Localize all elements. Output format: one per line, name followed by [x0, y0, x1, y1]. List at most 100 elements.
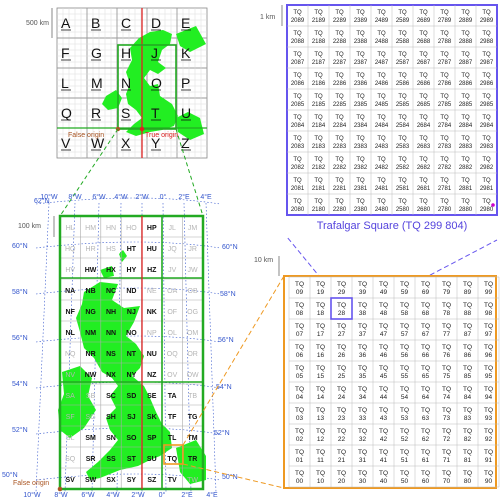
grid-square-HX: HX: [106, 267, 116, 274]
orange-cell-prefix: TQ: [400, 407, 409, 414]
orange-cell-prefix: TQ: [442, 344, 451, 351]
bottom-lon-label: 4°W: [106, 491, 120, 499]
blue-cell-code: 2889: [459, 18, 473, 24]
blue-cell-code: 2089: [291, 18, 305, 24]
blue-scale-label: 1 km: [260, 14, 275, 21]
grid-square-TQ: TQ: [167, 456, 177, 463]
orange-cell-code: 74: [443, 394, 451, 401]
orange-cell-prefix: TQ: [337, 428, 346, 435]
blue-cell-prefix: TQ: [398, 136, 407, 142]
grid-square-SS: SS: [106, 456, 116, 463]
orange-cell-prefix: TQ: [295, 407, 304, 414]
blue-cell-prefix: TQ: [398, 94, 407, 100]
parallel-line: [35, 287, 221, 295]
orange-cell-prefix: TQ: [379, 281, 388, 288]
meridian-line: [35, 202, 50, 493]
blue-cell-prefix: TQ: [419, 178, 428, 184]
grid-square-NS: NS: [106, 351, 116, 358]
orange-cell-prefix: TQ: [379, 470, 388, 477]
grid-square-OQ: OQ: [167, 351, 178, 358]
orange-cell-prefix: TQ: [421, 428, 430, 435]
top-letter-J: J: [151, 45, 158, 61]
blue-cell-code: 2583: [396, 144, 410, 150]
top-letter-P: P: [181, 75, 190, 91]
blue-1km-panel: TQ 2089 TQ 2189 TQ 2289 TQ 2389 TQ 2489 TQ 2589 TQ 26…: [260, 4, 498, 232]
top-ireland-land: [102, 90, 122, 110]
orange-cell-code: 30: [359, 478, 367, 485]
orange-cell-code: 54: [401, 394, 409, 401]
top-true-origin-dot: [139, 126, 145, 132]
blue-cell-code: 2488: [375, 39, 389, 45]
trafalgar-square-point: [491, 203, 495, 207]
grid-square-TL: TL: [168, 435, 177, 442]
blue-cell-prefix: TQ: [356, 178, 365, 184]
blue-cell-code: 2186: [312, 81, 326, 87]
blue-cell-code: 2988: [480, 39, 494, 45]
orange-cell-code: 46: [380, 352, 388, 359]
blue-cell-prefix: TQ: [377, 73, 386, 79]
blue-cell-code: 2389: [354, 18, 368, 24]
bottom-lon-label: 10°W: [23, 491, 41, 499]
top-letter-T: T: [151, 105, 160, 121]
blue-cell-code: 2083: [291, 144, 305, 150]
orange-cell-prefix: TQ: [484, 365, 493, 372]
grid-square-NV: NV: [65, 372, 75, 379]
bottom-lon-label: 4°E: [206, 491, 218, 499]
grid-square-SQ: SQ: [65, 456, 76, 463]
blue-cell-prefix: TQ: [314, 199, 323, 205]
orange-grid-cells: TQ09TQ19TQ29TQ39TQ49TQ59TQ69TQ79TQ89TQ99…: [288, 276, 500, 488]
blue-cell-prefix: TQ: [335, 73, 344, 79]
orange-cell-prefix: TQ: [421, 323, 430, 330]
blue-cell-code: 2383: [354, 144, 368, 150]
orange-cell-prefix: TQ: [442, 407, 451, 414]
orange-cell-code: 40: [380, 478, 388, 485]
left-lat-label: 58°N: [12, 288, 28, 296]
blue-cell-prefix: TQ: [419, 52, 428, 58]
orange-cell-code: 91: [485, 457, 493, 464]
orange-cell-code: 38: [359, 310, 367, 317]
orange-cell-code: 12: [317, 436, 325, 443]
orange-cell-prefix: TQ: [358, 365, 367, 372]
grid-square-OG: OG: [187, 309, 198, 316]
blue-cell-code: 2483: [375, 144, 389, 150]
orange-cell-code: 86: [464, 352, 472, 359]
blue-caption: Trafalgar Square (TQ 299 804): [317, 220, 468, 232]
orange-cell-code: 52: [401, 436, 409, 443]
grid-square-HN: HN: [106, 225, 116, 232]
grid-square-SA: SA: [66, 393, 76, 400]
orange-cell-code: 62: [422, 436, 430, 443]
grid-square-NX: NX: [106, 372, 116, 379]
grid-square-NL: NL: [66, 330, 76, 337]
blue-cell-prefix: TQ: [419, 136, 428, 142]
grid-square-TG: TG: [188, 414, 198, 421]
parallel-line: [35, 335, 221, 343]
orange-cell-prefix: TQ: [358, 281, 367, 288]
orange-cell-code: 80: [464, 478, 472, 485]
orange-cell-code: 90: [485, 478, 493, 485]
orange-cell-prefix: TQ: [295, 281, 304, 288]
blue-cell-code: 2984: [480, 123, 494, 129]
orange-cell-code: 32: [359, 436, 367, 443]
grid-square-HQ: HQ: [65, 246, 76, 253]
right-lat-label: 54°N: [216, 383, 232, 391]
orange-cell-code: 41: [380, 457, 388, 464]
orange-cell-code: 09: [296, 289, 304, 296]
blue-cell-prefix: TQ: [440, 73, 449, 79]
grid-square-SM: SM: [85, 435, 96, 442]
blue-cell-prefix: TQ: [461, 52, 470, 58]
blue-cell-code: 2581: [396, 186, 410, 192]
blue-cell-prefix: TQ: [335, 157, 344, 163]
blue-cell-prefix: TQ: [440, 136, 449, 142]
blue-cell-prefix: TQ: [461, 157, 470, 163]
orange-cell-prefix: TQ: [337, 449, 346, 456]
orange-cell-code: 84: [464, 394, 472, 401]
top-letter-Q: Q: [61, 105, 72, 121]
top-letter-X: X: [121, 135, 131, 151]
blue-cell-code: 2589: [396, 18, 410, 24]
blue-cell-prefix: TQ: [377, 115, 386, 121]
grid-square-NN: NN: [106, 330, 116, 337]
blue-cell-code: 2884: [459, 123, 473, 129]
meridian-line: [162, 202, 167, 493]
orange-cell-code: 97: [485, 331, 493, 338]
top-letter-C: C: [121, 15, 131, 31]
